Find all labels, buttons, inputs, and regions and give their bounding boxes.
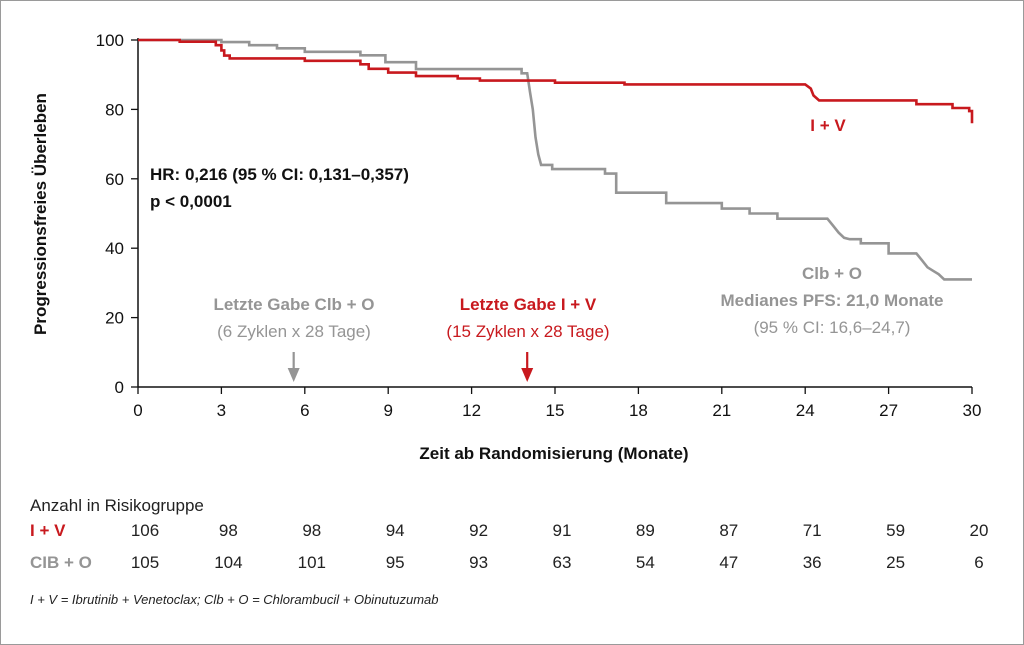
y-axis-title: Progressionsfreies Überleben bbox=[31, 93, 50, 335]
curves bbox=[138, 38, 974, 281]
last-dose-clb-title: Letzte Gabe Clb + O bbox=[213, 295, 374, 314]
risk-cell: 94 bbox=[385, 521, 405, 540]
x-tick-label: 12 bbox=[462, 401, 481, 420]
x-axis-title: Zeit ab Randomisierung (Monate) bbox=[419, 444, 688, 463]
x-tick-label: 21 bbox=[712, 401, 731, 420]
clb-median-ci: (95 % CI: 16,6–24,7) bbox=[754, 318, 911, 337]
series-clb-line bbox=[138, 38, 972, 281]
x-tick-label: 18 bbox=[629, 401, 648, 420]
risk-cell: 106 bbox=[130, 521, 160, 540]
risk-cell: 36 bbox=[802, 553, 822, 572]
ticks: 0 3 6 9 12 15 18 21 24 27 30 0 20 40 60 80 100 bbox=[96, 31, 982, 420]
arrow-last-dose-iv-head bbox=[521, 368, 534, 382]
x-tick-label: 30 bbox=[963, 401, 982, 420]
last-dose-iv-sub: (15 Zyklen x 28 Tage) bbox=[446, 322, 609, 341]
risk-row-label: I + V bbox=[30, 521, 66, 540]
last-dose-arrows bbox=[287, 352, 534, 382]
risk-cell: 98 bbox=[218, 521, 238, 540]
iv-curve-label: I + V bbox=[810, 116, 846, 135]
x-tick-label: 6 bbox=[300, 401, 309, 420]
risk-cell: 54 bbox=[635, 553, 655, 572]
risk-cell: 47 bbox=[719, 553, 739, 572]
risk-cell: 87 bbox=[719, 521, 739, 540]
x-tick-label: 0 bbox=[133, 401, 142, 420]
last-dose-iv-title: Letzte Gabe I + V bbox=[460, 295, 597, 314]
risk-cell: 95 bbox=[385, 553, 405, 572]
footnote: I + V = Ibrutinib + Venetoclax; Clb + O … bbox=[30, 592, 439, 607]
risk-cell: 104 bbox=[214, 553, 243, 572]
y-tick-label: 20 bbox=[105, 309, 124, 328]
x-tick-label: 9 bbox=[383, 401, 392, 420]
risk-table-title: Anzahl in Risikogruppe bbox=[30, 496, 204, 515]
y-tick-label: 80 bbox=[105, 100, 124, 119]
y-tick-label: 0 bbox=[115, 378, 124, 397]
hr-text: HR: 0,216 (95 % CI: 0,131–0,357) bbox=[150, 165, 409, 184]
risk-cell: 6 bbox=[974, 553, 984, 572]
risk-cell: 59 bbox=[886, 521, 906, 540]
x-tick-label: 24 bbox=[796, 401, 815, 420]
y-tick-label: 100 bbox=[96, 31, 124, 50]
clb-curve-label: Clb + O bbox=[802, 264, 862, 283]
risk-row-label: CIB + O bbox=[30, 553, 92, 572]
x-tick-label: 27 bbox=[879, 401, 898, 420]
x-tick-label: 15 bbox=[546, 401, 565, 420]
y-tick-label: 60 bbox=[105, 170, 124, 189]
risk-cell: 89 bbox=[635, 521, 655, 540]
risk-cell: 71 bbox=[802, 521, 822, 540]
risk-cell: 20 bbox=[969, 521, 989, 540]
y-tick-label: 40 bbox=[105, 239, 124, 258]
risk-cell: 92 bbox=[469, 521, 489, 540]
risk-cell: 105 bbox=[130, 553, 160, 572]
last-dose-clb-sub: (6 Zyklen x 28 Tage) bbox=[217, 322, 371, 341]
risk-cell: 101 bbox=[297, 553, 326, 572]
risk-cell: 91 bbox=[552, 521, 572, 540]
arrow-last-dose-clb-head bbox=[287, 368, 300, 382]
risk-cell: 93 bbox=[469, 553, 489, 572]
risk-cell: 63 bbox=[552, 553, 572, 572]
series-iv-line bbox=[138, 38, 974, 124]
clb-median-pfs: Medianes PFS: 21,0 Monate bbox=[721, 291, 944, 310]
x-tick-label: 3 bbox=[217, 401, 226, 420]
risk-cell: 98 bbox=[302, 521, 322, 540]
risk-cell: 25 bbox=[886, 553, 906, 572]
p-value-text: p < 0,0001 bbox=[150, 192, 232, 211]
